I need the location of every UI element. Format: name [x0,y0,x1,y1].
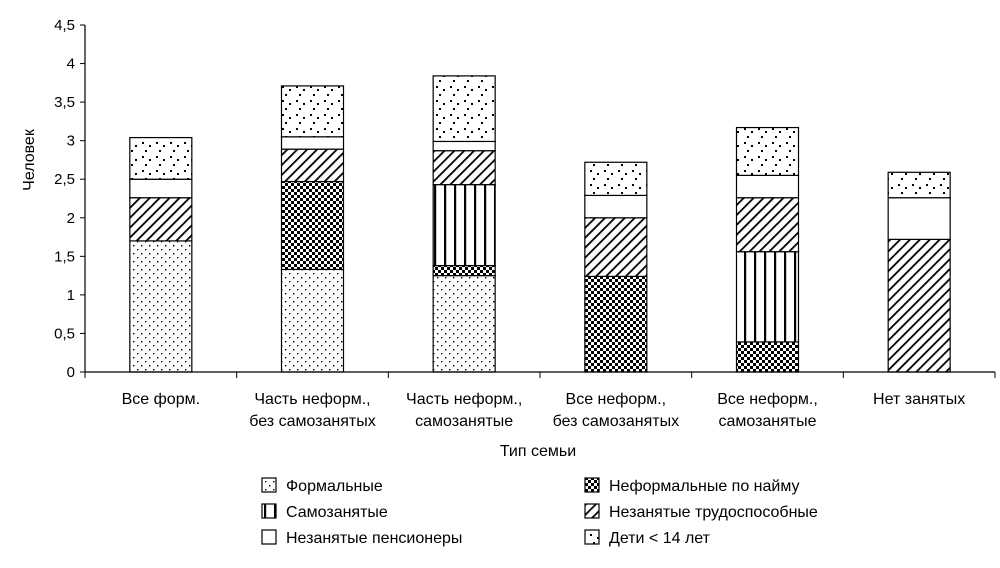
bar-segment [432,275,496,373]
legend-swatch [261,503,277,519]
bar-segment [432,184,496,267]
x-category-label: Нет занятых [873,391,965,408]
y-tick-label: 3 [67,133,75,150]
legend-label: Незанятые трудоспособные [609,504,818,521]
bar-segment [129,178,193,199]
bar-segment [584,161,648,197]
x-category-label: самозанятые [718,413,816,430]
y-tick-label: 2 [67,210,75,227]
legend-label: Неформальные по найму [609,478,800,495]
bar-segment [735,197,800,253]
bar-segment [584,275,648,373]
bar-segment [280,148,345,183]
x-category-label: Часть неформ., [406,391,522,408]
legend-label: Дети < 14 лет [609,530,711,547]
legend-label: Формальные [286,478,383,495]
bar-segment [280,136,345,150]
bar-segment [280,180,345,271]
x-category-label: Все неформ., [717,391,818,408]
legend-swatch [584,529,600,545]
legend-swatch [584,477,600,493]
bar-segment [280,85,345,138]
x-category-label: самозанятые [415,413,513,430]
y-tick-label: 4 [67,56,75,73]
y-tick-label: 1 [67,287,75,304]
bar-segment [432,140,496,152]
x-axis-title: Тип семьи [500,443,576,460]
bar-segment [280,268,345,373]
legend-swatch [261,529,277,545]
x-category-label: Часть неформ., [254,391,370,408]
bar-segment [735,126,800,176]
legend-swatch [584,503,600,519]
bar-segment [887,171,951,199]
legend-label: Самозанятые [286,504,388,521]
y-tick-label: 0 [67,364,75,381]
y-tick-label: 3,5 [54,94,75,111]
y-tick-label: 0,5 [54,325,75,342]
bar-segment [129,240,193,373]
bar-segment [432,264,496,277]
x-category-label: без самозанятых [553,413,680,430]
x-category-label: Все неформ., [566,391,667,408]
bar-segment [432,75,496,143]
bar-segment [584,217,648,277]
bar-segment [735,251,800,343]
x-category-label: Все форм. [122,391,200,408]
bar-segment [735,341,800,373]
y-axis-title: Человек [21,128,38,191]
bar-segment [432,150,496,186]
bar-segment [887,238,951,373]
y-tick-label: 1,5 [54,248,75,265]
y-tick-label: 4,5 [54,17,75,34]
legend-label: Незанятые пенсионеры [286,530,462,547]
legend-swatch [261,477,277,493]
bar-segment [129,197,193,242]
bar-segment [887,197,951,240]
y-tick-label: 2,5 [54,171,75,188]
bar-segment [735,174,800,199]
x-category-label: без самозанятых [249,413,376,430]
bar-segment [129,136,193,180]
bar-segment [584,194,648,219]
